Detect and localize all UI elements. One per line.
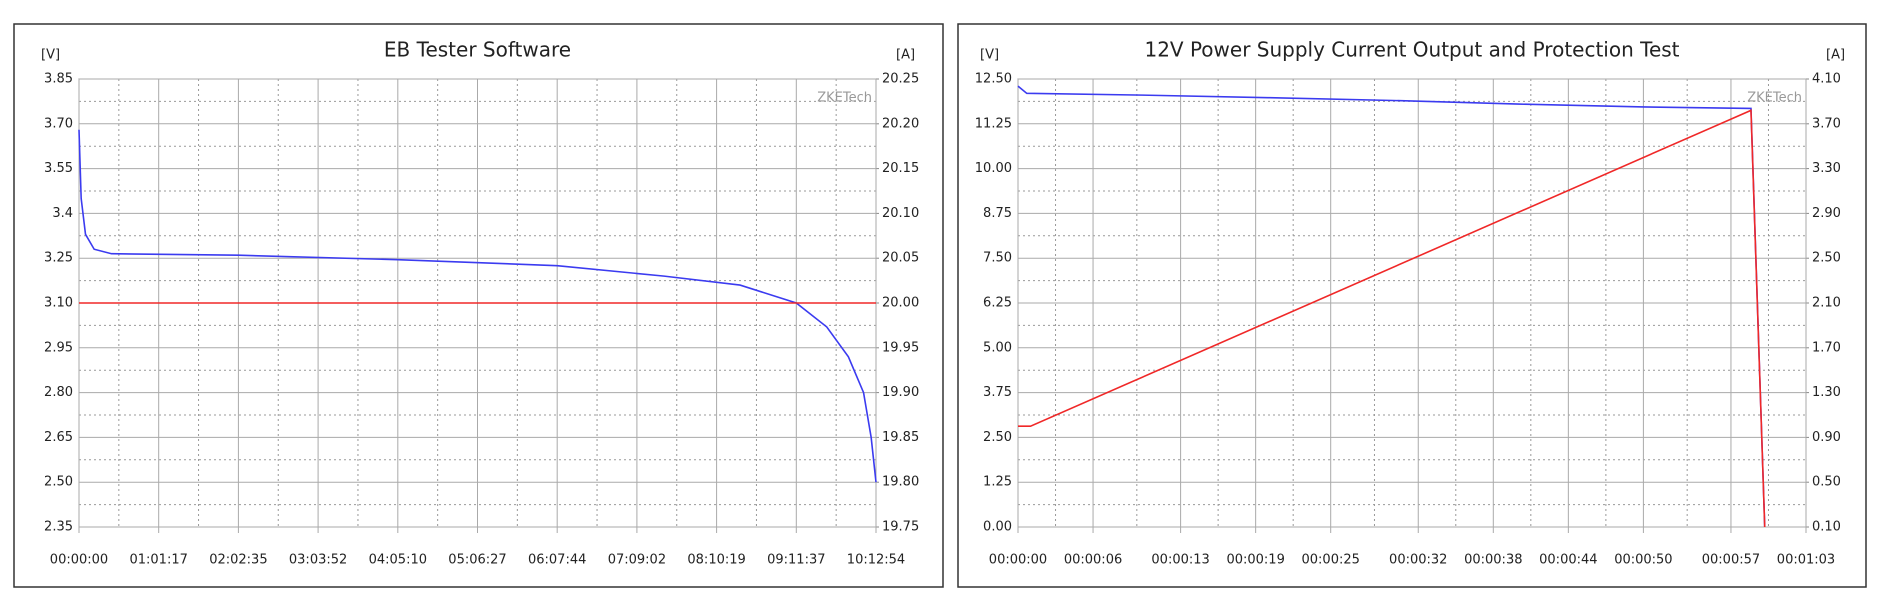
y2-tick-label: 20.15 [882, 161, 919, 176]
y2-tick-label: 1.30 [1812, 385, 1841, 400]
x-tick-label: 06:07:44 [528, 553, 586, 568]
chart-title: EB Tester Software [384, 38, 571, 62]
y2-tick-label: 19.95 [882, 340, 919, 355]
y2-tick-label: 20.05 [882, 251, 919, 266]
y-tick-label: 12.50 [975, 72, 1012, 87]
y2-tick-label: 2.90 [1812, 206, 1841, 221]
y-tick-label: 0.00 [983, 520, 1012, 535]
x-tick-label: 09:11:37 [767, 553, 825, 568]
y2-tick-label: 0.90 [1812, 430, 1841, 445]
y2-tick-label: 4.10 [1812, 72, 1841, 87]
y-tick-label: 3.85 [44, 72, 73, 87]
y2-tick-label: 1.70 [1812, 340, 1841, 355]
x-tick-label: 10:12:54 [847, 553, 905, 568]
y-tick-label: 3.70 [44, 116, 73, 131]
y2-tick-label: 19.75 [882, 520, 919, 535]
x-tick-label: 01:01:17 [129, 553, 187, 568]
y-tick-label: 11.25 [975, 116, 1012, 131]
y-tick-label: 2.50 [983, 430, 1012, 445]
y-tick-label: 7.50 [983, 251, 1012, 266]
y-tick-label: 3.10 [44, 296, 73, 311]
y2-tick-label: 2.10 [1812, 296, 1841, 311]
x-tick-label: 00:00:32 [1389, 553, 1447, 568]
y-tick-label: 3.75 [983, 385, 1012, 400]
y2-tick-label: 2.50 [1812, 251, 1841, 266]
watermark: ZKETech [817, 91, 872, 106]
x-tick-label: 00:00:38 [1464, 553, 1522, 568]
y-tick-label: 8.75 [983, 206, 1012, 221]
y-tick-label: 2.95 [44, 340, 73, 355]
chart-title: 12V Power Supply Current Output and Prot… [1144, 38, 1679, 62]
y-tick-label: 6.25 [983, 296, 1012, 311]
y-tick-label: 3.55 [44, 161, 73, 176]
series-line [1018, 109, 1766, 528]
x-tick-label: 00:00:13 [1151, 553, 1209, 568]
y2-axis-label: [A] [1826, 48, 1845, 63]
x-tick-label: 03:03:52 [289, 553, 347, 568]
y-tick-label: 3.25 [44, 251, 73, 266]
x-tick-label: 00:00:19 [1226, 553, 1284, 568]
y2-tick-label: 0.10 [1812, 520, 1841, 535]
y-axis-label: [V] [41, 48, 60, 63]
y-tick-label: 1.25 [983, 475, 1012, 490]
y-tick-label: 2.65 [44, 430, 73, 445]
y-tick-label: 2.80 [44, 385, 73, 400]
y2-axis-label: [A] [896, 48, 915, 63]
y2-tick-label: 3.70 [1812, 116, 1841, 131]
x-tick-label: 05:06:27 [448, 553, 506, 568]
series-line [78, 129, 877, 483]
watermark: ZKETech [1747, 91, 1802, 106]
y2-tick-label: 19.90 [882, 385, 919, 400]
x-tick-label: 00:00:00 [989, 553, 1047, 568]
x-tick-label: 00:00:57 [1702, 553, 1760, 568]
y-tick-label: 3.4 [52, 206, 73, 221]
x-tick-label: 07:09:02 [608, 553, 666, 568]
y2-tick-label: 0.50 [1812, 475, 1841, 490]
y2-tick-label: 20.10 [882, 206, 919, 221]
x-tick-label: 00:00:00 [50, 553, 108, 568]
y2-tick-label: 19.85 [882, 430, 919, 445]
series-line [1017, 85, 1766, 528]
x-tick-label: 08:10:19 [687, 553, 745, 568]
y2-tick-label: 19.80 [882, 475, 919, 490]
y-tick-label: 10.00 [975, 161, 1012, 176]
x-tick-label: 00:00:25 [1302, 553, 1360, 568]
y-axis-label: [V] [980, 48, 999, 63]
y2-tick-label: 20.20 [882, 116, 919, 131]
y2-tick-label: 20.00 [882, 296, 919, 311]
y-tick-label: 2.50 [44, 475, 73, 490]
y2-tick-label: 20.25 [882, 72, 919, 87]
x-tick-label: 00:00:50 [1614, 553, 1672, 568]
x-tick-label: 02:02:35 [209, 553, 267, 568]
x-tick-label: 00:00:06 [1064, 553, 1122, 568]
y2-tick-label: 3.30 [1812, 161, 1841, 176]
x-tick-label: 04:05:10 [369, 553, 427, 568]
y-tick-label: 5.00 [983, 340, 1012, 355]
x-tick-label: 00:00:44 [1539, 553, 1597, 568]
x-tick-label: 00:01:03 [1777, 553, 1835, 568]
y-tick-label: 2.35 [44, 520, 73, 535]
